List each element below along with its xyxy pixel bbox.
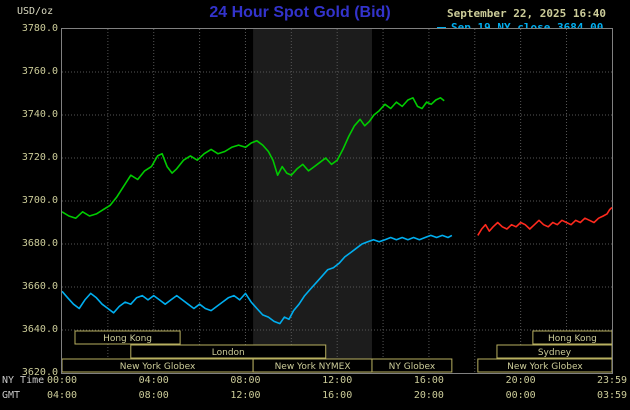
gmt-time-tick: 16:00	[322, 390, 353, 401]
y-tick-label: 3680.0	[21, 238, 58, 249]
ny-time-tick: 12:00	[322, 375, 353, 386]
y-tick-label: 3740.0	[21, 109, 58, 120]
ny-time-tick: 20:00	[505, 375, 536, 386]
session-label: New York Globex	[120, 362, 196, 372]
plot-area: Hong Kong Hong Kong London Sydney New York G…	[61, 28, 613, 374]
y-tick-label: 3660.0	[21, 281, 58, 292]
gmt-time-tick: 20:00	[413, 390, 444, 401]
session-box	[371, 358, 453, 373]
chart-datetime: September 22, 2025 16:40	[447, 7, 606, 20]
ny-time-tick: 23:59	[596, 375, 628, 386]
y-tick-label: 3760.0	[21, 66, 58, 77]
ny-time-tick: 04:00	[138, 375, 169, 386]
session-box	[130, 344, 327, 359]
y-tick-label: 3640.0	[21, 324, 58, 335]
y-tick-label: 3700.0	[21, 195, 58, 206]
gmt-time-tick: 00:00	[505, 390, 536, 401]
price-line-2	[477, 206, 613, 236]
price-line-1	[61, 97, 445, 219]
session-label: NY Globex	[389, 362, 436, 372]
session-box	[74, 330, 181, 345]
ny-time-tick: 16:00	[413, 375, 444, 386]
page-title: 24 Hour Spot Gold (Bid)	[209, 4, 391, 21]
session-label: New York NYMEX	[275, 362, 351, 372]
y-tick-label: 3720.0	[21, 152, 58, 163]
session-label: Hong Kong	[103, 334, 152, 344]
session-label: Sydney	[538, 348, 572, 358]
y-tick-label: 3620.0	[21, 367, 58, 378]
y-tick-label: 3780.0	[21, 23, 58, 34]
ny-time-axis-label: NY Time	[2, 375, 45, 386]
session-label: London	[212, 348, 245, 358]
ny-time-tick: 08:00	[230, 375, 261, 386]
nymex-session-band	[253, 29, 372, 373]
ny-time-tick: 00:00	[46, 375, 78, 386]
gmt-time-tick: 03:59	[596, 390, 628, 401]
gmt-axis-label: GMT	[2, 390, 21, 401]
price-line-0	[61, 234, 453, 325]
legend-dash-icon	[437, 26, 446, 29]
session-label: Hong Kong	[548, 334, 597, 344]
gmt-time-tick: 08:00	[138, 390, 169, 401]
gmt-time-tick: 12:00	[230, 390, 261, 401]
unit-label: USD/oz	[17, 6, 54, 17]
session-label: New York Globex	[507, 362, 583, 372]
plot-svg: Hong Kong Hong Kong London Sydney New York G…	[61, 29, 613, 373]
gmt-time-tick: 04:00	[46, 390, 78, 401]
